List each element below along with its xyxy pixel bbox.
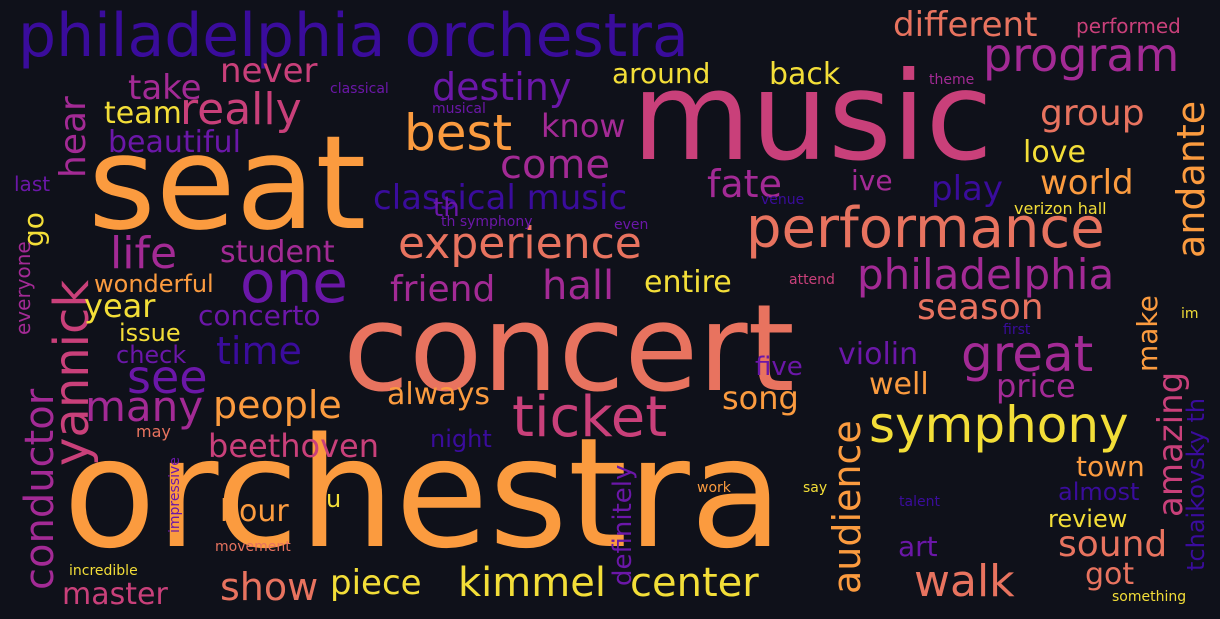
word-concert: concert [343, 280, 795, 419]
word-entire: entire [644, 265, 732, 300]
word-people: people [213, 383, 342, 427]
word-impressive: impressive [167, 457, 183, 533]
word-art: art [898, 530, 938, 563]
word-group: group [1040, 93, 1145, 134]
word-walk: walk [914, 556, 1015, 607]
word-best: best [404, 104, 513, 162]
word-song: song [722, 379, 799, 417]
word-hour: hour [220, 494, 289, 529]
word-u: u [326, 485, 342, 513]
word-beethoven: beethoven [208, 427, 379, 465]
word-center: center [630, 560, 759, 606]
word-th: th [433, 193, 460, 223]
word-town: town [1076, 450, 1145, 483]
word-music: music [632, 46, 993, 188]
word-seat: seat [88, 107, 367, 259]
word-musical: musical [432, 101, 486, 117]
word-friend: friend [390, 269, 496, 310]
word-hear: hear [53, 96, 94, 178]
word-philadelphia-orchestra: philadelphia orchestra [18, 1, 689, 71]
word-everyone: everyone [11, 241, 35, 335]
word-th-symphony: th symphony [441, 214, 533, 230]
word-talent: talent [899, 494, 940, 510]
word-audience: audience [825, 420, 869, 594]
word-performance: performance [746, 196, 1105, 261]
word-symphony: symphony [869, 396, 1129, 454]
word-beautiful: beautiful [108, 125, 241, 160]
word-concerto: concerto [198, 299, 321, 332]
word-experience: experience [398, 218, 642, 269]
word-classical: classical [330, 81, 389, 97]
word-one: one [240, 248, 348, 316]
word-hall: hall [542, 263, 615, 309]
word-five: five [755, 352, 803, 382]
word-im: im [1181, 306, 1199, 322]
word-philadelphia: philadelphia [857, 250, 1115, 299]
word-work: work [697, 480, 731, 496]
word-movement: movement [215, 539, 291, 555]
word-time: time [216, 329, 302, 373]
word-play: play [931, 169, 1003, 209]
word-around: around [612, 57, 711, 90]
word-world: world [1040, 163, 1134, 203]
word-life: life [110, 228, 178, 279]
word-almost: almost [1058, 478, 1140, 506]
word-ticket: ticket [512, 385, 668, 450]
word-fate: fate [707, 162, 782, 206]
word-venue: venue [761, 192, 805, 208]
word-tchaikovsky: tchaikovsky th [1182, 397, 1210, 571]
word-take: take [128, 68, 202, 108]
word-piece: piece [330, 563, 422, 603]
word-orchestra: orchestra [63, 405, 783, 582]
word-really: really [180, 84, 302, 135]
word-price: price [996, 367, 1076, 405]
word-first: first [1003, 322, 1031, 338]
word-always: always [387, 377, 491, 412]
word-theme: theme [929, 72, 975, 88]
word-may: may [136, 422, 171, 441]
word-student: student [220, 235, 335, 270]
word-make: make [1131, 295, 1164, 372]
word-come: come [500, 142, 611, 188]
word-team: team [104, 96, 182, 131]
word-love: love [1023, 135, 1086, 170]
word-kimmel: kimmel [458, 560, 606, 606]
word-show: show [220, 565, 319, 609]
word-different: different [893, 5, 1038, 45]
word-know: know [541, 107, 626, 145]
word-master: master [62, 577, 168, 612]
word-night: night [430, 425, 492, 453]
word-program: program [983, 28, 1180, 82]
word-well: well [869, 367, 929, 402]
word-year: year [84, 287, 156, 325]
word-check: check [116, 341, 187, 369]
word-wonderful: wonderful [94, 270, 214, 298]
word-many: many [85, 382, 204, 431]
word-back: back [769, 57, 841, 92]
word-attend: attend [789, 272, 835, 288]
word-say: say [803, 480, 828, 496]
word-even: even [614, 217, 649, 233]
word-classical-music: classical music [373, 178, 628, 218]
word-ive: ive [851, 164, 893, 197]
word-review: review [1048, 505, 1128, 533]
word-conductor: conductor [17, 388, 63, 590]
word-see: see [127, 350, 208, 404]
word-sound: sound [1058, 524, 1168, 565]
word-violin: violin [838, 337, 919, 372]
word-never: never [220, 51, 318, 91]
word-last: last [14, 172, 51, 196]
word-incredible: incredible [69, 563, 138, 579]
word-destiny: destiny [432, 65, 572, 109]
word-issue: issue [119, 319, 181, 347]
word-andante: andante [1169, 100, 1213, 258]
word-something: something [1112, 589, 1187, 605]
word-performed: performed [1076, 14, 1181, 38]
word-verizon-hall: verizon hall [1014, 199, 1107, 218]
word-season: season [917, 287, 1044, 328]
word-definitely: definitely [608, 464, 638, 586]
word-got: got [1085, 557, 1135, 592]
word-great: great [961, 325, 1094, 383]
